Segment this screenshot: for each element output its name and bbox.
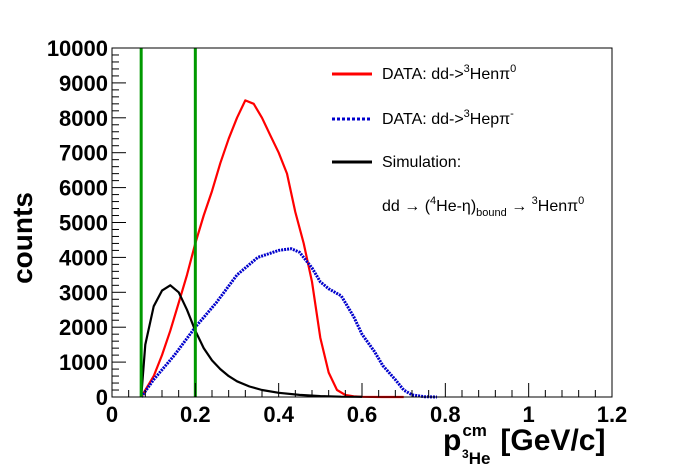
x-tick-label: 0.2 [180,402,211,427]
x-tick-label: 1.2 [597,402,628,427]
annotation-tail: Henπ [538,198,578,215]
y-tick-label: 5000 [59,211,108,236]
annotation-sub: bound [476,207,507,219]
x-tick-label: 0.6 [347,402,378,427]
y-tick-label: 9000 [59,71,108,96]
axes: 0100020003000400050006000700080009000100… [47,36,627,427]
annotation-post: → [507,198,532,215]
y-tick-label: 6000 [59,176,108,201]
legend-entry-part: DATA: dd-> [382,66,464,83]
x-axis-title-sub-pre: 3 [462,447,469,461]
y-tick-label: 1000 [59,350,108,375]
annotation-sup2: 3 [532,195,538,207]
y-tick-label: 10000 [47,36,108,61]
legend-entry-part: Simulation: [382,154,461,171]
y-tick-label: 3000 [59,280,108,305]
y-tick-label: 2000 [59,315,108,340]
y-tick-label: 7000 [59,141,108,166]
x-tick-label: 0 [106,402,118,427]
vertical-lines [139,48,197,397]
x-axis-title-sub: He [469,449,491,468]
y-tick-label: 4000 [59,245,108,270]
legend-entry-part: 3 [464,63,470,75]
y-tick-label: 0 [96,385,108,410]
annotation-sup1: 4 [430,195,436,207]
annotation-mid: He-η) [436,198,476,215]
series-line-1 [139,247,438,399]
annotation: dd → (4He-η)bound → 3Henπ0 [382,195,584,219]
x-axis-title-main: p [443,424,461,457]
x-axis-title-unit: [GeV/c] [500,424,605,457]
x-axis-title: pcm 3He [GeV/c] [443,421,605,468]
annotation-sup3: 0 [578,195,584,207]
legend-entry-part: - [510,108,514,120]
x-tick-label: 0.4 [263,402,294,427]
plot-frame [111,47,613,398]
x-axis-title-sup: cm [462,421,487,440]
legend-entry-0: DATA: dd->3Henπ0 [382,63,516,83]
x-tick-label: 1 [523,402,535,427]
y-tick-label: 8000 [59,106,108,131]
series-line-2 [140,284,363,398]
series-layer [139,99,438,399]
legend-entry-part: 3 [464,108,470,120]
x-tick-label: 0.8 [430,402,461,427]
y-axis-title: counts [7,192,38,284]
legend-entry-part: Henπ [470,66,510,83]
annotation-pre: dd → ( [382,198,431,215]
legend-entry-part: 0 [510,63,516,75]
legend-entry-part: Hepπ [470,111,510,128]
legend-entry-part: DATA: dd-> [382,111,464,128]
series-line-0 [140,99,404,399]
legend-entry-2: Simulation: [382,154,461,171]
legend-entry-1: DATA: dd->3Hepπ- [382,108,514,128]
